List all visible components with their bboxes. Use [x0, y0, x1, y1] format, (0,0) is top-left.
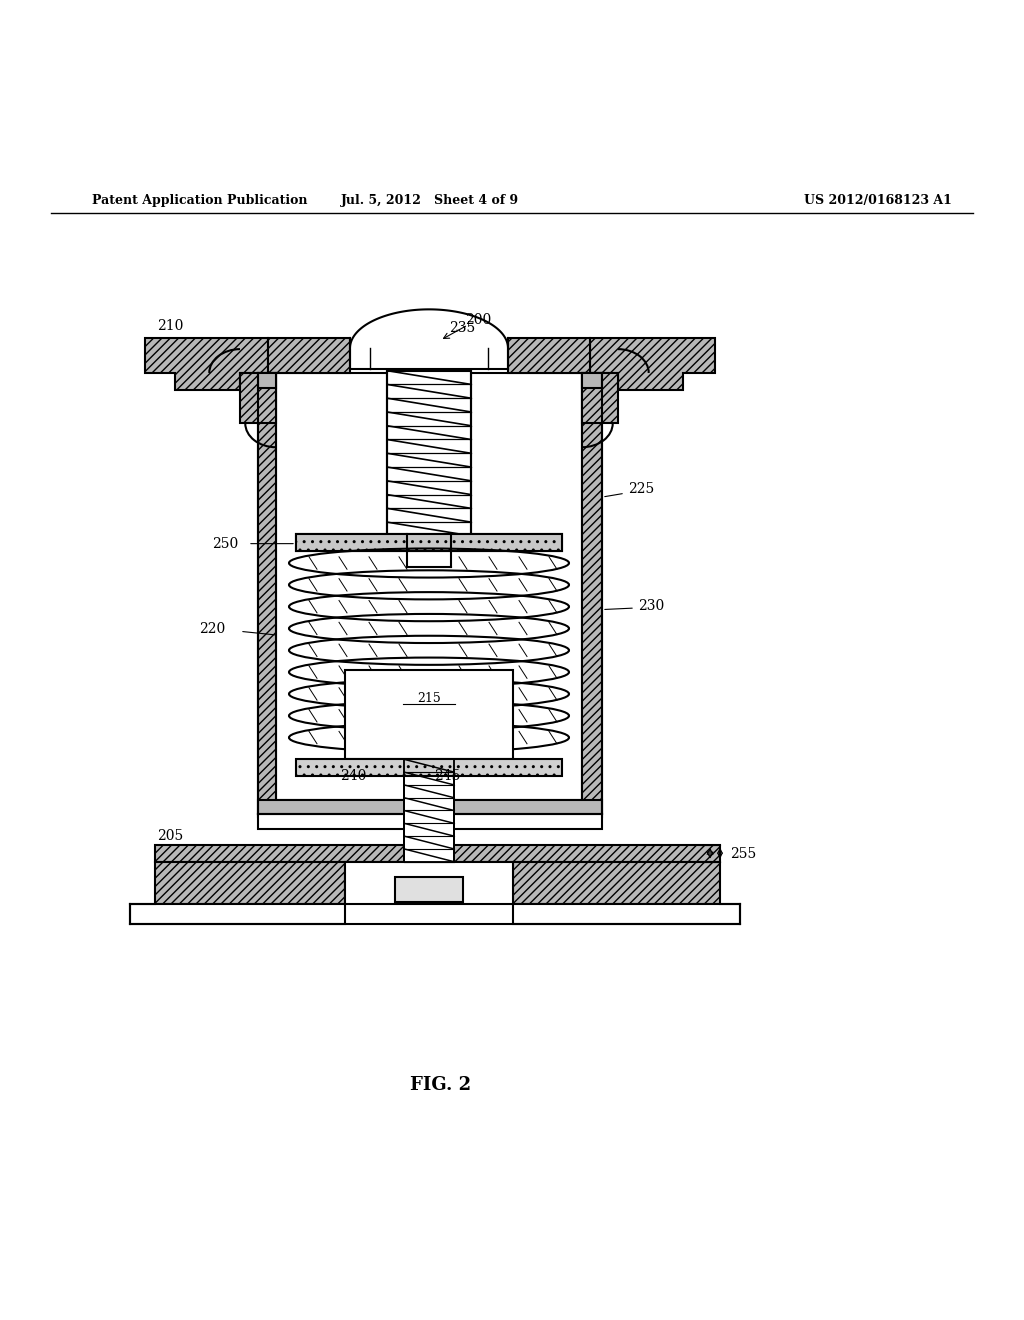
Polygon shape — [268, 338, 350, 374]
Text: Patent Application Publication: Patent Application Publication — [92, 194, 307, 207]
Polygon shape — [296, 535, 562, 552]
Polygon shape — [582, 374, 602, 388]
Text: 235: 235 — [449, 321, 475, 335]
Polygon shape — [395, 878, 463, 902]
Text: 200: 200 — [465, 313, 492, 327]
Text: 245: 245 — [434, 770, 460, 783]
Polygon shape — [513, 862, 720, 904]
Polygon shape — [258, 374, 276, 388]
Text: 255: 255 — [730, 847, 757, 861]
Text: 210: 210 — [157, 319, 183, 334]
Polygon shape — [296, 535, 562, 552]
Polygon shape — [350, 309, 508, 370]
Polygon shape — [155, 845, 720, 862]
Text: US 2012/0168123 A1: US 2012/0168123 A1 — [805, 194, 952, 207]
Polygon shape — [258, 813, 602, 829]
Text: 220: 220 — [199, 622, 225, 636]
Text: 225: 225 — [628, 482, 654, 496]
Polygon shape — [130, 904, 345, 924]
Polygon shape — [258, 800, 602, 817]
Polygon shape — [345, 862, 513, 904]
Text: 240: 240 — [340, 770, 367, 783]
Text: 250: 250 — [212, 537, 239, 550]
Polygon shape — [155, 862, 345, 904]
Polygon shape — [258, 374, 276, 813]
Polygon shape — [513, 904, 740, 924]
Text: 230: 230 — [638, 599, 665, 612]
Text: 215: 215 — [417, 692, 441, 705]
Text: Jul. 5, 2012   Sheet 4 of 9: Jul. 5, 2012 Sheet 4 of 9 — [341, 194, 519, 207]
Polygon shape — [345, 671, 513, 759]
Text: FIG. 2: FIG. 2 — [410, 1076, 471, 1094]
Polygon shape — [145, 338, 268, 389]
Polygon shape — [296, 759, 562, 776]
Polygon shape — [404, 759, 454, 862]
Polygon shape — [240, 374, 276, 424]
Polygon shape — [582, 374, 602, 813]
Polygon shape — [590, 338, 715, 389]
Polygon shape — [276, 374, 582, 800]
Text: 205: 205 — [157, 829, 183, 843]
Polygon shape — [387, 371, 471, 536]
Polygon shape — [508, 338, 590, 374]
Polygon shape — [582, 374, 618, 424]
